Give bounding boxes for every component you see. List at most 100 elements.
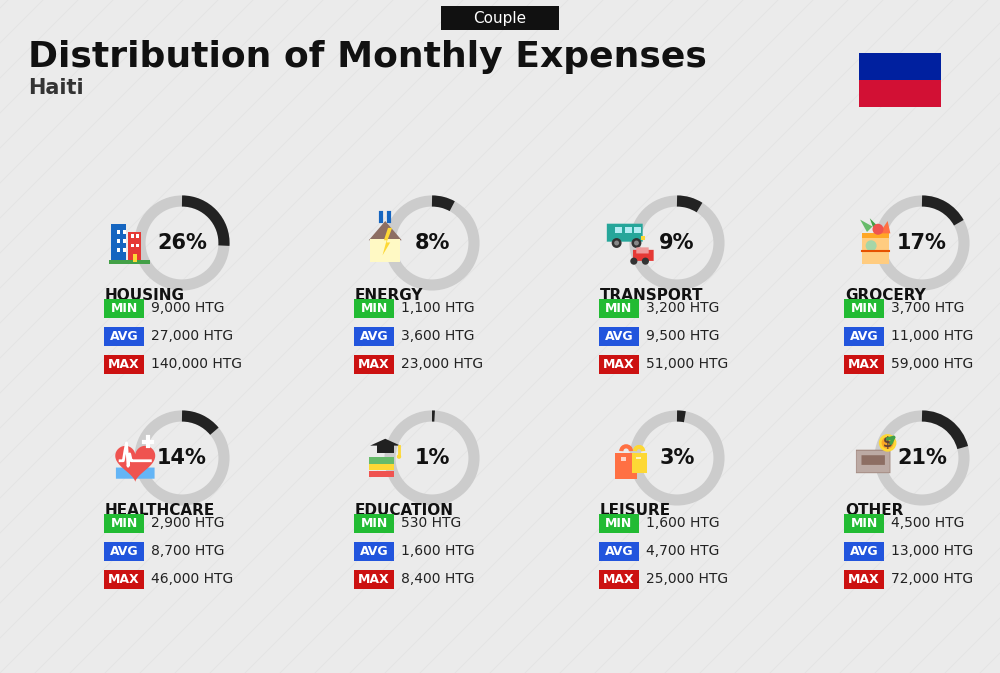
FancyBboxPatch shape: [844, 326, 884, 346]
FancyBboxPatch shape: [633, 250, 654, 261]
FancyBboxPatch shape: [599, 299, 639, 318]
Text: 23,000 HTG: 23,000 HTG: [401, 357, 483, 371]
Circle shape: [866, 240, 877, 251]
FancyBboxPatch shape: [117, 230, 120, 234]
Text: 4,500 HTG: 4,500 HTG: [891, 516, 964, 530]
FancyBboxPatch shape: [441, 6, 559, 30]
FancyBboxPatch shape: [625, 227, 632, 234]
FancyBboxPatch shape: [123, 230, 126, 234]
Text: AVG: AVG: [850, 330, 878, 343]
Text: AVG: AVG: [360, 330, 388, 343]
FancyBboxPatch shape: [641, 236, 645, 240]
FancyBboxPatch shape: [599, 542, 639, 561]
Text: AVG: AVG: [605, 330, 633, 343]
FancyBboxPatch shape: [369, 464, 394, 470]
Text: 8,400 HTG: 8,400 HTG: [401, 572, 475, 586]
FancyBboxPatch shape: [104, 569, 144, 589]
FancyBboxPatch shape: [109, 260, 150, 264]
FancyBboxPatch shape: [615, 452, 637, 479]
Text: 3,700 HTG: 3,700 HTG: [891, 301, 964, 315]
Text: 26%: 26%: [157, 233, 207, 253]
Circle shape: [642, 258, 649, 264]
FancyBboxPatch shape: [844, 513, 884, 532]
FancyBboxPatch shape: [636, 456, 641, 460]
Text: 4,700 HTG: 4,700 HTG: [646, 544, 719, 558]
FancyBboxPatch shape: [354, 569, 394, 589]
Text: 1%: 1%: [414, 448, 450, 468]
FancyBboxPatch shape: [862, 234, 889, 264]
FancyBboxPatch shape: [123, 248, 126, 252]
Text: 9%: 9%: [659, 233, 695, 253]
Text: 14%: 14%: [157, 448, 207, 468]
FancyBboxPatch shape: [844, 569, 884, 589]
FancyBboxPatch shape: [621, 458, 626, 461]
FancyBboxPatch shape: [607, 223, 643, 242]
Text: MAX: MAX: [108, 573, 140, 586]
FancyBboxPatch shape: [104, 299, 144, 318]
Circle shape: [630, 258, 637, 264]
Circle shape: [631, 238, 641, 248]
Text: MIN: MIN: [605, 517, 633, 530]
Polygon shape: [369, 221, 402, 240]
FancyBboxPatch shape: [856, 450, 890, 473]
Text: 27,000 HTG: 27,000 HTG: [151, 329, 233, 343]
Text: MAX: MAX: [603, 573, 635, 586]
Polygon shape: [370, 439, 400, 446]
Text: TRANSPORT: TRANSPORT: [600, 288, 704, 303]
Text: 1,100 HTG: 1,100 HTG: [401, 301, 475, 315]
Circle shape: [634, 240, 639, 246]
Text: AVG: AVG: [850, 544, 878, 558]
FancyBboxPatch shape: [110, 223, 126, 262]
FancyBboxPatch shape: [116, 468, 155, 479]
FancyBboxPatch shape: [844, 355, 884, 374]
Text: 25,000 HTG: 25,000 HTG: [646, 572, 728, 586]
Text: 3%: 3%: [659, 448, 695, 468]
FancyBboxPatch shape: [615, 227, 622, 234]
Text: 2,900 HTG: 2,900 HTG: [151, 516, 224, 530]
FancyBboxPatch shape: [354, 299, 394, 318]
FancyBboxPatch shape: [632, 452, 647, 473]
FancyBboxPatch shape: [857, 451, 890, 472]
Text: 72,000 HTG: 72,000 HTG: [891, 572, 973, 586]
Text: 13,000 HTG: 13,000 HTG: [891, 544, 973, 558]
Text: 46,000 HTG: 46,000 HTG: [151, 572, 233, 586]
Text: 530 HTG: 530 HTG: [401, 516, 461, 530]
FancyBboxPatch shape: [104, 355, 144, 374]
Text: MIN: MIN: [360, 302, 388, 314]
Text: EDUCATION: EDUCATION: [355, 503, 454, 518]
FancyBboxPatch shape: [354, 542, 394, 561]
Text: 8%: 8%: [414, 233, 450, 253]
Circle shape: [612, 238, 622, 248]
Text: ENERGY: ENERGY: [355, 288, 424, 303]
Circle shape: [872, 223, 884, 235]
Circle shape: [397, 454, 401, 459]
FancyBboxPatch shape: [844, 299, 884, 318]
Polygon shape: [115, 446, 155, 482]
Text: Couple: Couple: [473, 11, 527, 26]
FancyBboxPatch shape: [117, 239, 120, 243]
FancyBboxPatch shape: [369, 458, 394, 464]
FancyBboxPatch shape: [128, 232, 141, 262]
Text: AVG: AVG: [110, 544, 138, 558]
FancyBboxPatch shape: [104, 542, 144, 561]
FancyBboxPatch shape: [859, 80, 941, 107]
FancyBboxPatch shape: [132, 254, 137, 262]
Text: MIN: MIN: [850, 517, 878, 530]
Text: 11,000 HTG: 11,000 HTG: [891, 329, 973, 343]
FancyBboxPatch shape: [354, 355, 394, 374]
Text: $: $: [883, 436, 893, 450]
Text: 21%: 21%: [897, 448, 947, 468]
Circle shape: [879, 434, 896, 452]
FancyBboxPatch shape: [131, 234, 134, 238]
FancyBboxPatch shape: [599, 355, 639, 374]
Text: 3,600 HTG: 3,600 HTG: [401, 329, 475, 343]
Text: MIN: MIN: [360, 517, 388, 530]
Text: 3,200 HTG: 3,200 HTG: [646, 301, 719, 315]
Text: MIN: MIN: [850, 302, 878, 314]
Text: MIN: MIN: [110, 302, 138, 314]
FancyBboxPatch shape: [599, 513, 639, 532]
Text: 9,000 HTG: 9,000 HTG: [151, 301, 224, 315]
Text: 9,500 HTG: 9,500 HTG: [646, 329, 720, 343]
Text: Haiti: Haiti: [28, 78, 84, 98]
FancyBboxPatch shape: [862, 234, 889, 238]
